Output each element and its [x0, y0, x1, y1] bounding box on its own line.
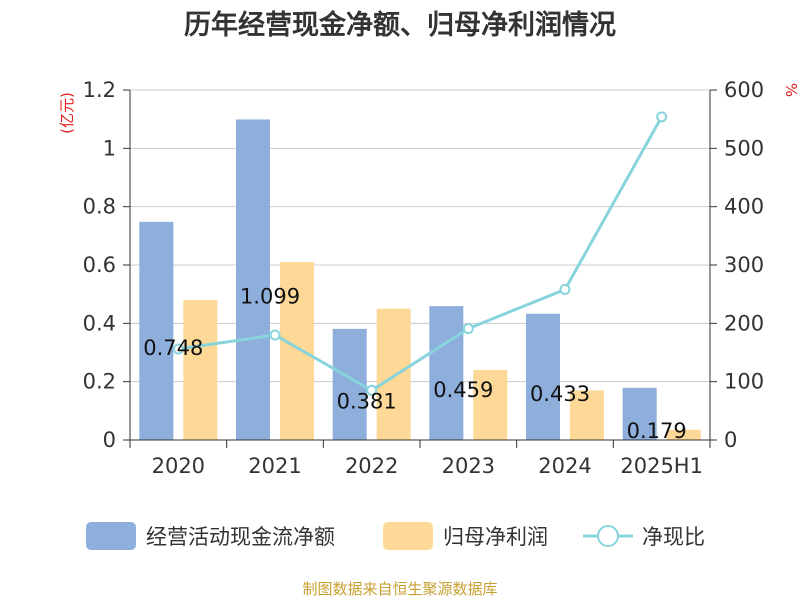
data-label: 0.381	[337, 389, 397, 413]
ratio-point	[559, 284, 571, 295]
legend-label-net-profit: 归母净利润	[443, 525, 548, 549]
bar-net-profit	[376, 308, 411, 440]
bar-net-profit	[666, 429, 701, 440]
bar-cashflow	[139, 221, 174, 440]
bar-cashflow	[622, 387, 657, 440]
x-tick-label: 2024	[538, 454, 591, 478]
ratio-point	[269, 329, 281, 341]
left-tick-label: 0.6	[83, 253, 116, 277]
legend-marker-ratio	[597, 525, 619, 547]
left-tick-label: 1.2	[83, 78, 116, 102]
data-label: 0.748	[143, 336, 203, 360]
right-tick-label: 300	[724, 253, 764, 277]
left-tick-label: 0.8	[83, 195, 116, 219]
legend: 经营活动现金流净额 归母净利润 净现比	[86, 522, 705, 550]
x-tick-label: 2022	[345, 454, 398, 478]
ratio-point	[462, 323, 474, 335]
data-label: 0.433	[530, 382, 590, 406]
left-axis-unit: (亿元)	[58, 92, 76, 134]
right-tick-label: 100	[724, 370, 764, 394]
bar-net-profit	[570, 390, 604, 440]
axes: 0 0.2 0.4 0.6 0.8 1 1.2 0 100 200 300 400 500 600 2020…	[83, 78, 765, 478]
right-tick-label: 0	[724, 428, 737, 452]
left-tick-label: 1	[103, 136, 116, 160]
x-tick-label: 2020	[152, 454, 205, 478]
left-tick-label: 0.2	[83, 370, 116, 394]
right-tick-label: 400	[724, 195, 764, 219]
source-note: 制图数据来自恒生聚源数据库	[302, 580, 497, 598]
grid-lines	[130, 89, 710, 383]
legend-label-cashflow: 经营活动现金流净额	[146, 525, 335, 549]
bar-net-profit	[280, 262, 314, 440]
right-tick-label: 600	[724, 78, 764, 102]
bars	[139, 119, 701, 440]
bar-cashflow	[236, 119, 270, 440]
bar-net-profit	[473, 370, 508, 440]
left-tick-label: 0.4	[83, 311, 116, 335]
ratio-line-path	[178, 116, 663, 393]
x-tick-label: 2021	[248, 454, 301, 478]
legend-swatch-net-profit	[383, 522, 433, 550]
right-axis-unit: %	[782, 83, 800, 97]
data-label: 0.459	[433, 378, 493, 402]
legend-swatch-cashflow	[86, 522, 136, 550]
right-tick-label: 500	[724, 136, 764, 160]
bar-cashflow	[429, 306, 464, 440]
bar-cashflow	[526, 313, 560, 440]
x-tick-label: 2025H1	[620, 454, 703, 478]
data-label: 1.099	[240, 285, 300, 309]
ratio-line	[172, 111, 668, 396]
ratio-point	[172, 343, 184, 355]
data-labels: 0.748 1.099 0.381 0.459 0.433 0.179	[143, 285, 686, 443]
data-label: 0.179	[627, 419, 687, 443]
legend-label-ratio: 净现比	[642, 525, 705, 549]
x-tick-label: 2023	[442, 454, 495, 478]
ratio-point	[656, 111, 668, 123]
ratio-point	[366, 384, 378, 396]
left-tick-label: 0	[103, 428, 116, 452]
chart-title: 历年经营现金净额、归母净利润情况	[184, 9, 616, 41]
bar-net-profit	[183, 300, 218, 440]
right-tick-label: 200	[724, 311, 764, 335]
